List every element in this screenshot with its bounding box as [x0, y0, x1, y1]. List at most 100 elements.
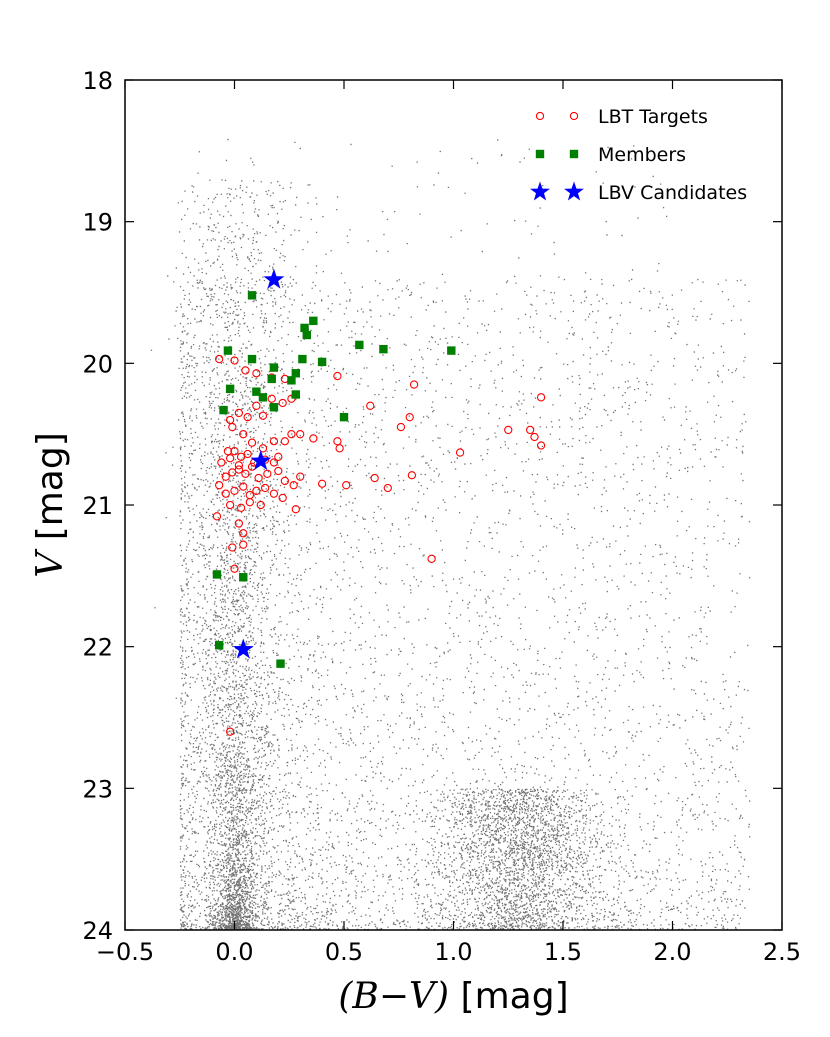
data-point	[342, 481, 351, 490]
data-point	[239, 540, 248, 549]
data-point	[409, 380, 419, 389]
series-lbv-candidates	[232, 268, 285, 659]
data-point	[230, 447, 239, 456]
data-point	[296, 472, 305, 481]
data-point	[274, 452, 283, 461]
data-point	[225, 454, 235, 463]
legend-marker	[535, 111, 545, 121]
data-point	[269, 458, 279, 467]
data-point	[355, 340, 364, 350]
data-point	[278, 493, 287, 503]
data-point	[447, 346, 456, 355]
data-point	[296, 430, 305, 439]
y-axis-label-prefix: V	[30, 548, 71, 578]
data-point	[504, 425, 513, 435]
y-tick-label: 18	[82, 67, 113, 95]
data-point	[225, 727, 235, 736]
data-point	[234, 461, 244, 470]
data-point	[239, 430, 248, 439]
data-point	[215, 354, 224, 364]
data-point	[225, 500, 235, 510]
y-axis-label-suffix: [mag]	[30, 432, 71, 552]
data-point	[247, 354, 257, 364]
data-point	[217, 458, 226, 467]
data-point	[269, 489, 279, 498]
data-point	[215, 481, 224, 490]
data-point	[241, 469, 250, 478]
series-members	[212, 291, 456, 668]
legend: LBT Targets Members LBV Candidates	[530, 106, 747, 204]
data-point	[287, 394, 296, 403]
data-point	[339, 412, 349, 422]
data-point	[230, 486, 239, 495]
data-point	[223, 447, 233, 456]
legend-marker	[569, 149, 579, 159]
data-point	[212, 512, 222, 521]
data-point	[245, 490, 254, 500]
data-point	[258, 411, 268, 420]
data-point	[252, 401, 261, 410]
data-point	[234, 408, 244, 418]
data-point	[232, 638, 254, 659]
x-tick-label: 2.0	[653, 938, 691, 966]
x-axis-label: (B−V) [mag]	[338, 976, 568, 1017]
data-point	[291, 369, 301, 378]
data-point	[254, 473, 263, 483]
legend-marker	[530, 181, 550, 201]
x-tick-label: 1.0	[434, 938, 472, 966]
data-point	[234, 519, 244, 528]
data-point	[252, 486, 261, 495]
data-point	[225, 384, 235, 394]
data-point	[278, 398, 287, 408]
data-point	[455, 448, 465, 457]
data-point	[298, 354, 307, 364]
data-point	[228, 422, 237, 432]
data-point	[280, 437, 290, 446]
data-point	[214, 641, 224, 650]
data-point	[239, 529, 248, 538]
data-point	[536, 393, 546, 402]
data-point	[291, 505, 300, 514]
x-tick-label: −0.5	[96, 938, 154, 966]
data-point	[269, 437, 279, 446]
y-tick-label: 24	[82, 917, 113, 945]
data-point	[236, 503, 246, 512]
legend-marker	[569, 111, 579, 121]
data-point	[261, 483, 270, 493]
data-point	[245, 498, 254, 507]
data-point	[230, 356, 239, 365]
data-point	[333, 371, 342, 381]
data-point	[258, 444, 268, 453]
plot-frame	[124, 79, 783, 931]
x-tick-label: 0.0	[215, 938, 253, 966]
y-tick-label: 23	[82, 775, 113, 803]
data-point	[536, 441, 546, 450]
field-star-dots	[150, 138, 751, 931]
data-point	[276, 659, 285, 668]
data-point	[252, 369, 261, 378]
x-axis-label-prefix: (B−V)	[338, 976, 449, 1017]
data-point	[252, 387, 261, 396]
legend-label: LBV Candidates	[598, 182, 747, 204]
data-point	[269, 363, 279, 372]
series-lbt-targets	[212, 354, 546, 736]
x-axis: −0.5 0.0 0.5 1.0 1.5 2.0 2.5	[96, 80, 801, 966]
data-point	[427, 554, 436, 563]
legend-marker	[535, 149, 545, 159]
data-point	[407, 471, 417, 480]
y-axis: 18 19 20 21 22 23 24	[82, 67, 782, 945]
data-point	[405, 413, 414, 422]
data-point	[302, 330, 311, 340]
data-point	[239, 482, 248, 491]
y-tick-label: 20	[82, 350, 113, 378]
data-point	[219, 405, 228, 415]
legend-entry: Members	[535, 144, 686, 166]
x-tick-label: 2.5	[763, 938, 801, 966]
data-point	[309, 434, 318, 443]
data-point	[221, 472, 230, 481]
y-tick-label: 22	[82, 634, 113, 662]
data-point	[263, 469, 272, 478]
x-axis-label-suffix: [mag]	[449, 976, 569, 1017]
data-point	[370, 473, 379, 483]
